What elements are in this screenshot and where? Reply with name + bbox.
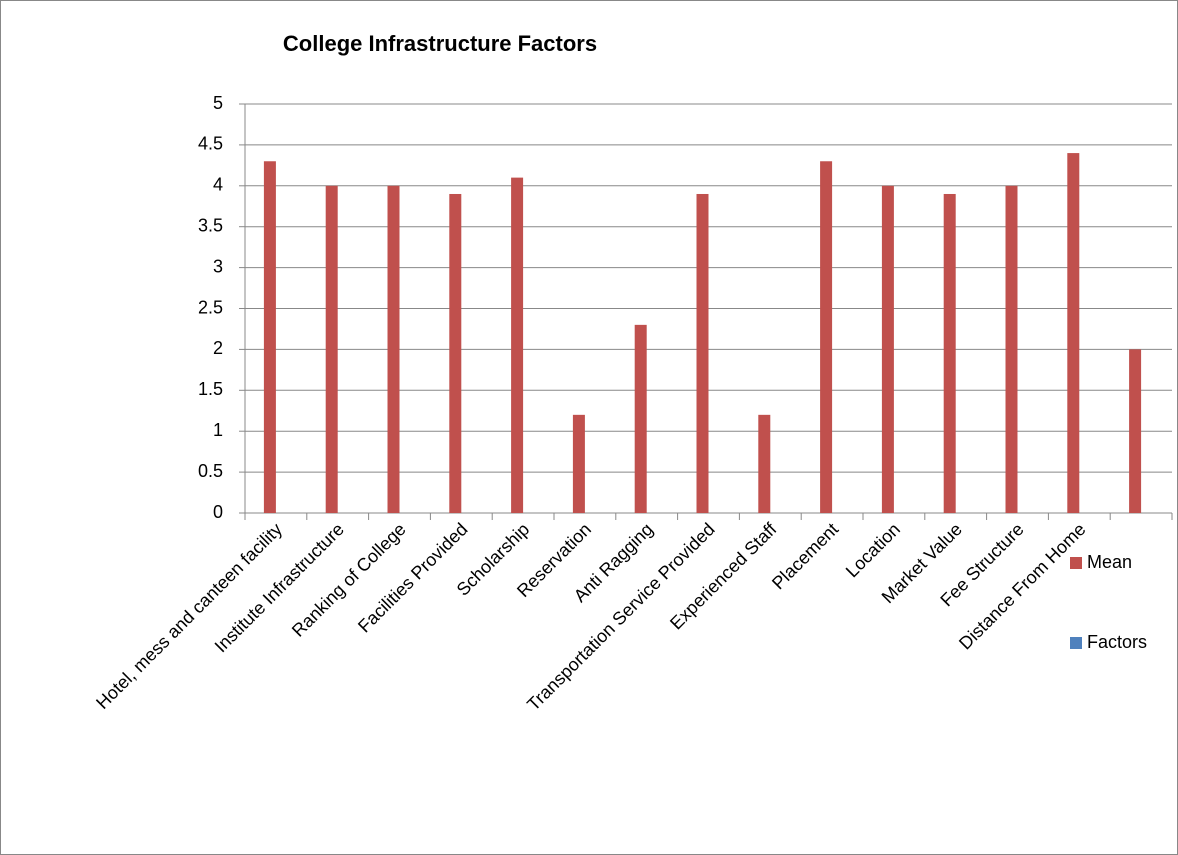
y-tick-label: 1.5 [198,379,223,399]
legend-swatch [1070,557,1082,569]
y-tick-label: 3.5 [198,215,223,235]
y-tick-label: 2 [213,338,223,358]
y-tick-label: 3 [213,256,223,276]
y-tick-label: 4.5 [198,134,223,154]
bar [820,161,833,513]
legend-swatch [1070,637,1082,649]
y-tick-label: 5 [213,93,223,113]
bar [263,161,276,513]
bar [449,193,462,514]
bar [572,414,585,513]
y-tick-label: 2.5 [198,297,223,317]
y-tick-label: 1 [213,420,223,440]
bar [943,193,956,514]
bar [758,414,771,513]
bar [1129,349,1142,513]
bar [325,185,338,514]
legend-label: Mean [1087,552,1132,572]
bar [634,324,647,513]
bar [1005,185,1018,514]
bar [696,193,709,514]
y-tick-label: 0 [213,502,223,522]
y-tick-label: 4 [213,175,223,195]
chart-title: College Infrastructure Factors [283,31,597,56]
bar [511,177,524,513]
legend-label: Factors [1087,632,1147,652]
bar [387,185,400,514]
bar [1067,153,1080,513]
y-tick-label: 0.5 [198,461,223,481]
bar [881,185,894,514]
